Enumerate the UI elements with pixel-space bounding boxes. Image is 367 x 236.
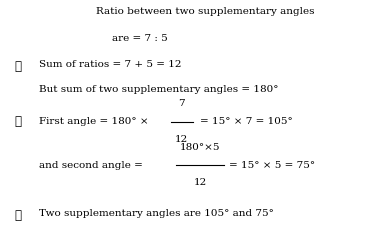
Text: ∴: ∴: [15, 60, 22, 73]
Text: = 15° × 7 = 105°: = 15° × 7 = 105°: [200, 117, 293, 126]
Text: Ratio between two supplementary angles: Ratio between two supplementary angles: [96, 7, 315, 16]
Text: ∴: ∴: [15, 115, 22, 128]
Text: Sum of ratios = 7 + 5 = 12: Sum of ratios = 7 + 5 = 12: [39, 60, 181, 69]
Text: = 15° × 5 = 75°: = 15° × 5 = 75°: [229, 161, 316, 170]
Text: Two supplementary angles are 105° and 75°: Two supplementary angles are 105° and 75…: [39, 209, 273, 218]
Text: 180°×5: 180°×5: [180, 143, 220, 152]
Text: 7: 7: [178, 99, 185, 108]
Text: 12: 12: [175, 135, 188, 144]
Text: But sum of two supplementary angles = 180°: But sum of two supplementary angles = 18…: [39, 85, 278, 94]
Text: and second angle =: and second angle =: [39, 161, 142, 170]
Text: are = 7 : 5: are = 7 : 5: [112, 34, 167, 43]
Text: ∴: ∴: [15, 209, 22, 222]
Text: First angle = 180° ×: First angle = 180° ×: [39, 117, 148, 126]
Text: 12: 12: [193, 178, 207, 187]
